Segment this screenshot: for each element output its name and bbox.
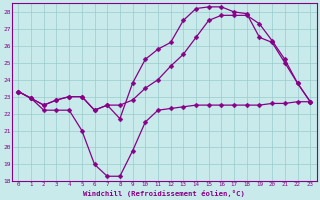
X-axis label: Windchill (Refroidissement éolien,°C): Windchill (Refroidissement éolien,°C)	[84, 190, 245, 197]
